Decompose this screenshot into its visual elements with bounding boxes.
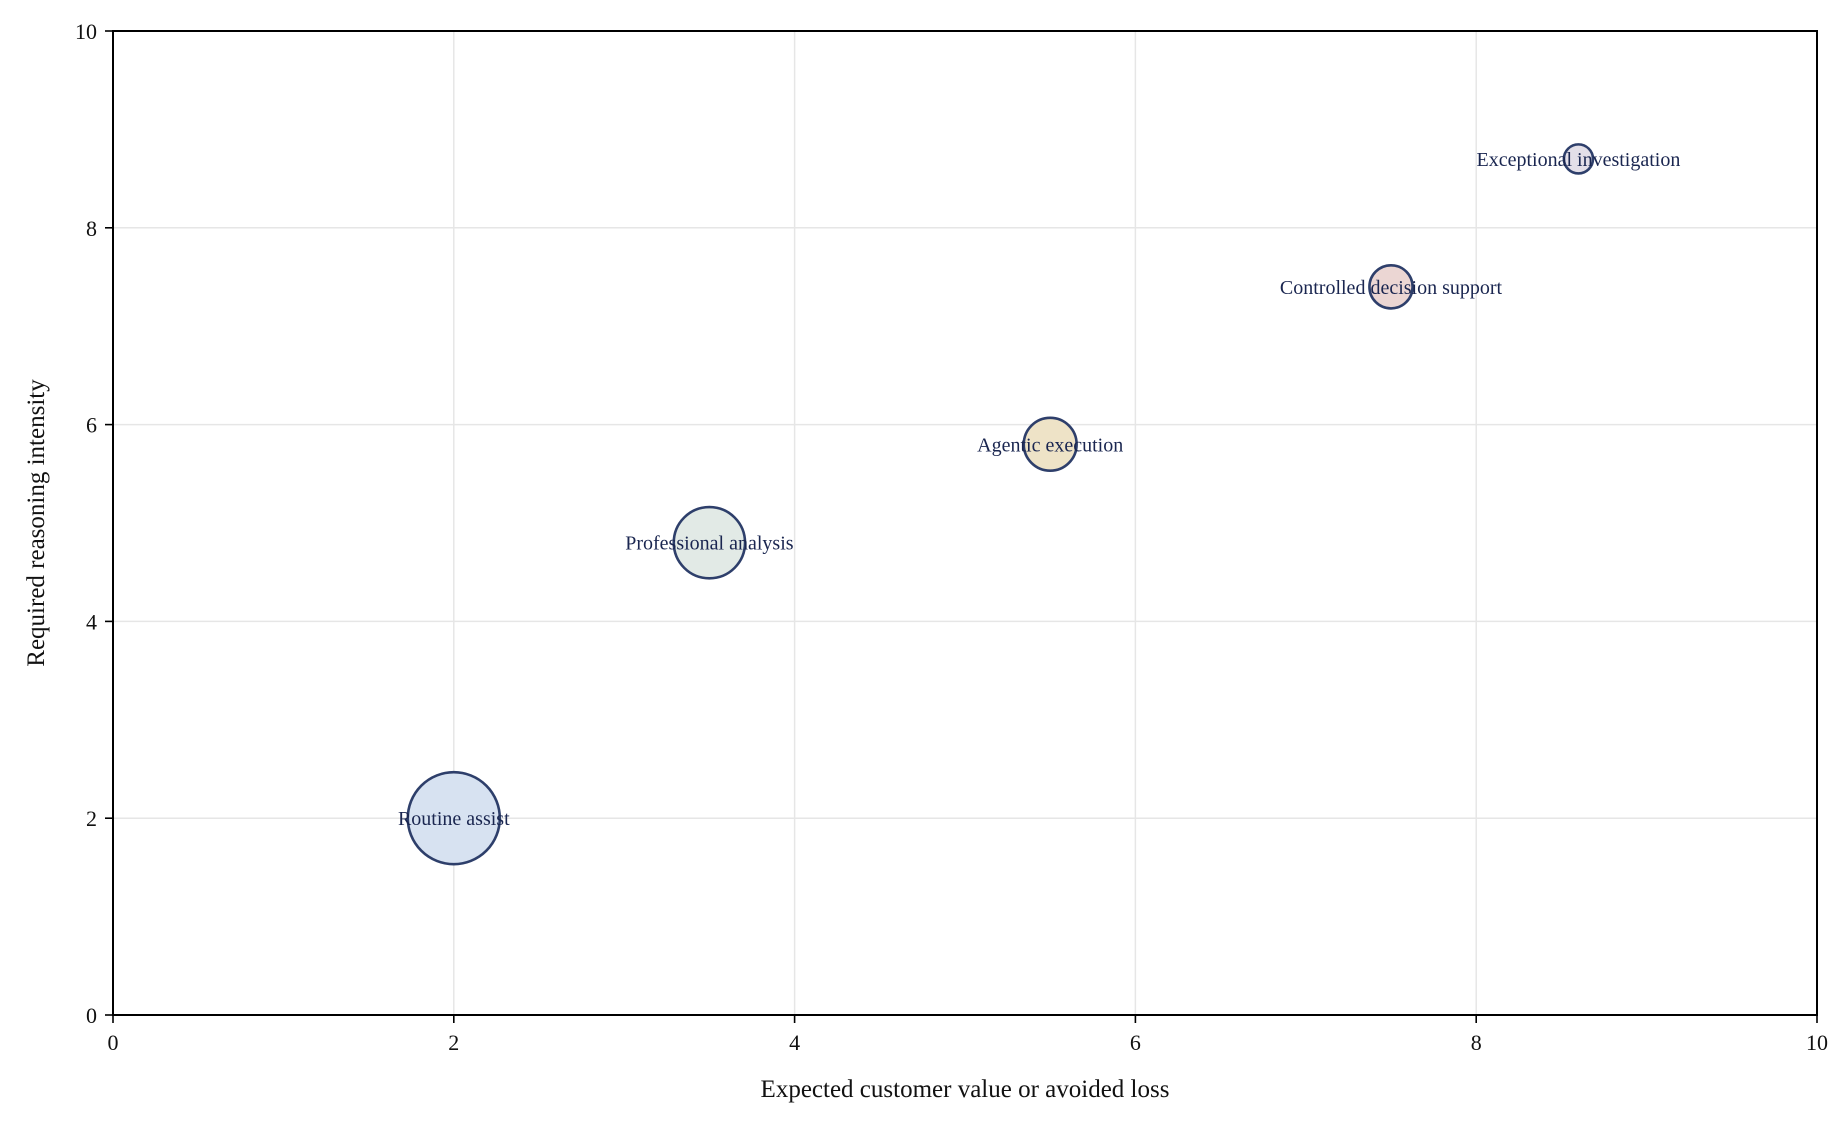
x-tick-label: 8: [1471, 1030, 1482, 1055]
x-axis-title: Expected customer value or avoided loss: [761, 1076, 1170, 1103]
tick-layer: 0 2 4 6 8 10 0 2 4 6 8 10: [75, 19, 1828, 1055]
x-tick-label: 6: [1130, 1030, 1141, 1055]
bubble-label: Routine assist: [398, 808, 510, 830]
bubble: [1022, 416, 1078, 473]
y-tick-label: 0: [86, 1003, 97, 1028]
bubble-label: Controlled decision support: [1280, 277, 1503, 299]
y-tick-label: 8: [86, 216, 97, 241]
plot-frame: [112, 30, 1818, 1016]
y-tick-label: 2: [86, 806, 97, 831]
y-axis-title: Required reasoning intensity: [23, 379, 50, 667]
bubble: [406, 770, 502, 866]
x-tick-label: 10: [1806, 1030, 1828, 1055]
bubble-layer: [406, 143, 1595, 866]
bubble: [1562, 143, 1595, 175]
x-tick-label: 0: [108, 1030, 119, 1055]
bubble: [1368, 263, 1414, 310]
y-tick-label: 6: [86, 413, 97, 438]
x-tick-label: 2: [448, 1030, 459, 1055]
bubble-label: Agentic execution: [977, 434, 1123, 456]
x-tick-label: 4: [789, 1030, 800, 1055]
y-tick-label: 4: [86, 609, 97, 634]
grid-layer: [113, 31, 1817, 1015]
bubble: [672, 505, 747, 580]
bubble-label-layer: Routine assist Professional analysis Agent…: [398, 149, 1680, 830]
y-tick-label: 10: [75, 19, 97, 44]
bubble-label: Exceptional investigation: [1477, 149, 1681, 171]
bubble-label: Professional analysis: [625, 533, 794, 555]
